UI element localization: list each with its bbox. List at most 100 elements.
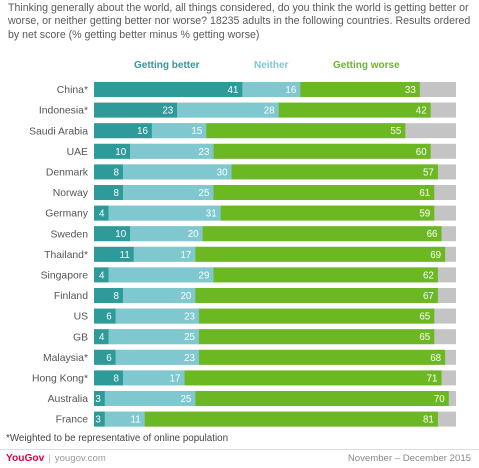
value-label-worse-france: 81 xyxy=(423,415,434,426)
value-label-better-us: 6 xyxy=(106,312,112,323)
bar-better-malaysia xyxy=(94,349,116,365)
value-label-better-china: 41 xyxy=(228,85,239,96)
legend-getting-worse: Getting worse xyxy=(333,60,400,71)
bar-worse-thailand xyxy=(195,246,446,262)
bar-neither-germany xyxy=(108,205,221,221)
country-label-gb: GB xyxy=(73,332,88,343)
bar-neither-gb xyxy=(108,329,199,345)
legend-neither: Neither xyxy=(254,60,289,71)
value-label-neither-malaysia: 23 xyxy=(184,353,195,364)
value-label-better-finland: 8 xyxy=(114,291,120,302)
brand-separator: | xyxy=(48,453,51,464)
bar-neither-france xyxy=(104,411,145,427)
value-label-better-gb: 4 xyxy=(99,332,105,343)
country-label-us: US xyxy=(74,312,89,323)
value-label-neither-uae: 23 xyxy=(199,147,210,158)
value-label-neither-us: 23 xyxy=(184,312,195,323)
country-label-indonesia: Indonesia* xyxy=(39,106,88,117)
country-label-hong-kong: Hong Kong* xyxy=(32,374,88,385)
country-label-france: France xyxy=(56,415,89,426)
bar-worse-gb xyxy=(198,329,435,345)
value-label-neither-hong-kong: 17 xyxy=(170,373,181,384)
country-label-thailand: Thailand* xyxy=(44,250,88,261)
country-label-germany: Germany xyxy=(45,209,89,220)
value-label-better-indonesia: 23 xyxy=(162,106,173,117)
value-label-better-australia: 3 xyxy=(95,394,101,405)
bar-neither-denmark xyxy=(122,164,232,180)
bar-better-finland xyxy=(94,288,123,303)
bar-worse-uae xyxy=(213,143,431,159)
value-label-worse-us: 65 xyxy=(419,312,430,323)
country-label-norway: Norway xyxy=(53,188,89,199)
bar-worse-australia xyxy=(195,391,449,406)
bar-neither-us xyxy=(115,308,199,324)
value-label-neither-france: 11 xyxy=(131,415,141,426)
value-label-worse-indonesia: 42 xyxy=(416,106,427,117)
value-label-worse-finland: 67 xyxy=(423,291,434,302)
bar-neither-norway xyxy=(122,185,214,200)
footer-divider xyxy=(0,449,479,450)
bar-worse-norway xyxy=(213,185,435,200)
value-label-neither-indonesia: 28 xyxy=(264,106,275,117)
value-label-neither-gb: 25 xyxy=(184,332,195,343)
bar-better-sweden xyxy=(94,226,131,242)
value-label-neither-sweden: 20 xyxy=(188,229,199,240)
bar-better-hong-kong xyxy=(94,370,123,386)
country-label-finland: Finland xyxy=(54,291,88,302)
value-label-neither-saudi-arabia: 15 xyxy=(191,126,202,137)
brand-url[interactable]: yougov.com xyxy=(54,453,106,464)
chart-question: Thinking generally about the world, all … xyxy=(8,2,471,41)
value-label-worse-gb: 65 xyxy=(419,332,430,343)
yougov-logo: YouGov xyxy=(6,453,45,464)
bar-better-saudi-arabia xyxy=(94,123,152,139)
bar-neither-uae xyxy=(130,143,214,159)
country-label-saudi-arabia: Saudi Arabia xyxy=(29,126,88,137)
bar-neither-malaysia xyxy=(115,349,199,365)
value-label-neither-norway: 25 xyxy=(199,188,210,199)
value-label-better-malaysia: 6 xyxy=(106,353,112,364)
value-label-better-sweden: 10 xyxy=(115,229,126,240)
value-label-better-saudi-arabia: 16 xyxy=(137,126,148,137)
value-label-better-denmark: 8 xyxy=(114,167,120,178)
bar-better-china xyxy=(94,82,243,97)
bar-worse-indonesia xyxy=(278,102,431,118)
brand-block: YouGov | yougov.com xyxy=(6,453,106,464)
value-label-worse-uae: 60 xyxy=(416,147,427,158)
bar-worse-us xyxy=(198,308,435,324)
bar-better-australia xyxy=(94,391,105,406)
bar-better-germany xyxy=(94,205,109,221)
value-label-neither-australia: 25 xyxy=(180,394,191,405)
value-label-better-uae: 10 xyxy=(115,147,126,158)
bar-neither-thailand xyxy=(133,246,196,262)
survey-date-range: November – December 2015 xyxy=(347,453,471,464)
value-label-worse-sweden: 66 xyxy=(427,229,438,240)
value-label-neither-thailand: 17 xyxy=(180,250,191,261)
value-label-worse-denmark: 57 xyxy=(423,167,434,178)
bar-worse-finland xyxy=(195,288,438,303)
country-label-denmark: Denmark xyxy=(46,168,89,179)
bar-better-uae xyxy=(94,143,131,159)
bar-better-thailand xyxy=(94,246,134,262)
bar-better-norway xyxy=(94,185,123,200)
bar-worse-hong-kong xyxy=(184,370,442,386)
value-label-neither-singapore: 29 xyxy=(199,270,210,281)
bar-neither-singapore xyxy=(108,267,214,283)
value-label-neither-germany: 31 xyxy=(206,209,217,220)
bar-neither-saudi-arabia xyxy=(151,123,207,139)
country-label-china: China* xyxy=(57,85,88,96)
bar-worse-singapore xyxy=(213,267,438,283)
bar-better-denmark xyxy=(94,164,123,180)
bar-worse-saudi-arabia xyxy=(206,123,406,139)
value-label-worse-thailand: 69 xyxy=(430,250,441,261)
value-label-neither-china: 16 xyxy=(285,85,296,96)
value-label-worse-norway: 61 xyxy=(419,188,430,199)
value-label-better-singapore: 4 xyxy=(99,270,105,281)
bar-worse-france xyxy=(144,411,438,427)
value-label-worse-saudi-arabia: 55 xyxy=(390,126,401,137)
bar-neither-australia xyxy=(104,391,196,406)
value-label-better-norway: 8 xyxy=(114,188,120,199)
value-label-worse-germany: 59 xyxy=(419,209,430,220)
value-label-worse-malaysia: 68 xyxy=(430,353,441,364)
country-label-singapore: Singapore xyxy=(41,271,89,282)
bar-worse-sweden xyxy=(202,226,442,242)
